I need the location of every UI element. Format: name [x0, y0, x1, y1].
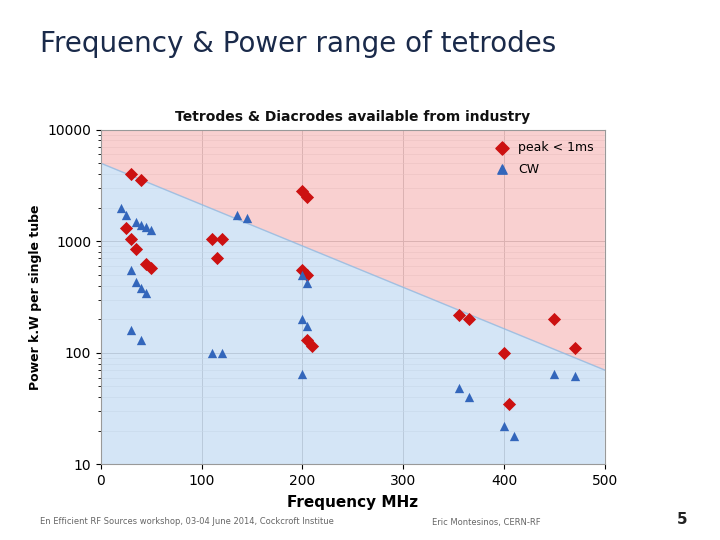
Point	[453, 384, 464, 393]
Point	[130, 217, 142, 226]
Legend: peak < 1ms, CW: peak < 1ms, CW	[484, 136, 598, 180]
Point	[302, 271, 313, 279]
Point	[135, 220, 147, 229]
Text: Frequency & Power range of tetrodes: Frequency & Power range of tetrodes	[40, 30, 556, 58]
Text: En Efficient RF Sources workshop, 03-04 June 2014, Cockcroft Institue: En Efficient RF Sources workshop, 03-04 …	[40, 517, 333, 526]
Point	[216, 234, 228, 243]
Point	[302, 279, 313, 288]
Point	[130, 245, 142, 253]
Text: 5: 5	[677, 511, 688, 526]
Point	[549, 315, 560, 323]
Point	[145, 226, 157, 235]
Point	[216, 348, 228, 357]
Point	[206, 234, 217, 243]
Point	[297, 369, 308, 378]
Point	[140, 222, 152, 231]
Point	[297, 266, 308, 274]
Point	[206, 348, 217, 357]
Point	[302, 192, 313, 201]
Point	[569, 372, 580, 380]
Text: Eric Montesinos, CERN-RF: Eric Montesinos, CERN-RF	[432, 517, 541, 526]
Point	[453, 310, 464, 319]
Point	[125, 170, 137, 178]
Polygon shape	[101, 163, 605, 464]
Point	[498, 348, 510, 357]
Point	[125, 326, 137, 334]
Point	[130, 278, 142, 286]
Y-axis label: Power k.W per single tube: Power k.W per single tube	[29, 204, 42, 390]
Title: Tetrodes & Diacrodes available from industry: Tetrodes & Diacrodes available from indu…	[175, 110, 531, 124]
Point	[463, 315, 474, 323]
Point	[508, 431, 520, 440]
Point	[125, 234, 137, 243]
Point	[569, 344, 580, 353]
Point	[135, 336, 147, 345]
Point	[297, 271, 308, 279]
Point	[297, 315, 308, 323]
Point	[211, 254, 222, 263]
Point	[120, 224, 132, 233]
Point	[463, 393, 474, 402]
Point	[297, 187, 308, 195]
Point	[498, 422, 510, 430]
Point	[140, 260, 152, 269]
Polygon shape	[101, 130, 605, 370]
Point	[241, 214, 253, 222]
Point	[145, 264, 157, 273]
Point	[549, 369, 560, 378]
Point	[231, 211, 243, 220]
X-axis label: Frequency MHz: Frequency MHz	[287, 495, 418, 510]
Point	[120, 211, 132, 220]
Point	[140, 289, 152, 298]
Point	[135, 284, 147, 293]
Point	[135, 176, 147, 185]
Point	[503, 400, 515, 408]
Point	[307, 342, 318, 350]
Point	[115, 203, 127, 212]
Point	[302, 321, 313, 330]
Point	[125, 266, 137, 274]
Point	[302, 336, 313, 345]
